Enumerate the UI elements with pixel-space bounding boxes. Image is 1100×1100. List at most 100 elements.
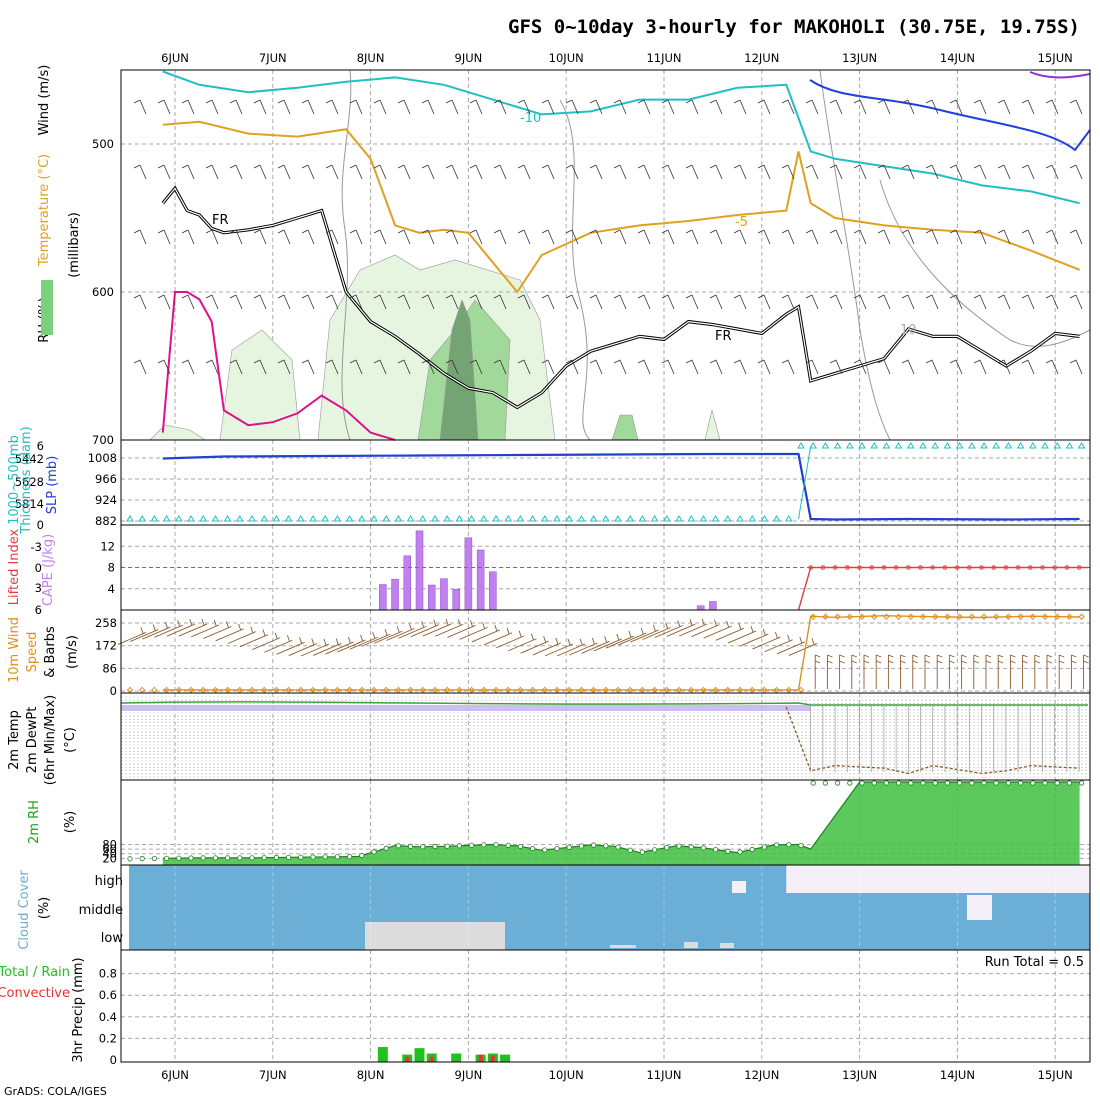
lifted-marker: [979, 565, 984, 570]
wind-barb: [277, 359, 291, 375]
wind-barb: [829, 99, 843, 115]
contour-label: FR: [212, 213, 229, 228]
temp-axis-label: (6hr Min/Max): [43, 695, 58, 785]
grey-contour: [819, 69, 891, 441]
rh-marker: [627, 847, 633, 853]
rh-marker: [932, 780, 938, 786]
wind-barb: [469, 294, 483, 310]
wind-barb: [709, 229, 723, 245]
wind-barb: [397, 359, 411, 375]
thickness-marker: [992, 442, 1001, 449]
wind-speed-marker: [321, 686, 329, 694]
precip-convective-bar: [478, 1054, 483, 1062]
rh-marker: [212, 855, 218, 861]
wind-barb: [410, 619, 439, 638]
rh-marker: [993, 780, 999, 786]
wind-barb: [997, 229, 1011, 245]
wind-barb: [949, 294, 963, 310]
rh-marker: [468, 842, 475, 848]
wind-barb: [205, 164, 219, 180]
rh-marker: [859, 780, 865, 786]
slp-tick-label: 924: [95, 493, 117, 507]
thickness-marker: [906, 442, 915, 449]
rh-legend-swatch: [41, 280, 53, 335]
wind-barb: [557, 638, 586, 657]
wind-barb: [709, 99, 723, 115]
rh-marker: [603, 843, 609, 849]
cloud-axis-label: Cloud Cover: [17, 870, 32, 950]
rh-marker: [615, 844, 621, 850]
lifted-marker: [918, 565, 923, 570]
rh-marker: [249, 855, 255, 861]
bottom-x-axis-ticks: 6JUN 7JUN 8JUN 9JUN 10JUN 11JUN 12JUN 13JUN 14JU…: [161, 1068, 1073, 1082]
rh-tick-label: 20: [102, 851, 117, 865]
panel-frame: [120, 949, 1091, 1063]
isotherm-minus5: [162, 120, 1080, 294]
wind-barb: [589, 164, 603, 180]
wind-speed-marker: [151, 686, 158, 694]
lifted-marker: [1040, 565, 1045, 570]
wind-speed-marker: [968, 613, 976, 620]
lifted-tick-label: -3: [31, 540, 42, 554]
wind-speed-marker: [248, 686, 256, 694]
wind-barb: [764, 634, 793, 653]
thickness-marker: [638, 515, 647, 522]
wind-barb: [181, 294, 195, 310]
thickness-marker: [931, 442, 940, 449]
wind-speed-marker: [382, 686, 390, 694]
wind-barb: [181, 359, 195, 375]
wind-barb: [733, 164, 747, 180]
rh-marker: [151, 855, 157, 862]
rh-marker: [542, 847, 548, 853]
wind-barb: [229, 294, 243, 310]
wind-barb: [740, 628, 769, 647]
wind-speed-marker: [431, 686, 439, 694]
wind-speed-marker: [541, 686, 549, 694]
rh-marker: [1054, 780, 1060, 786]
wind-barb: [520, 636, 549, 654]
temperature-axis-label: Temperature (°C): [37, 154, 52, 267]
thickness-axis-label: 1000~500mb: [7, 435, 22, 525]
wind-barb: [973, 99, 987, 115]
grey-contour: [559, 99, 591, 441]
wind-barb: [288, 638, 317, 657]
wind-barb: [277, 294, 291, 310]
slp-axis-label: SLP (mb): [45, 456, 60, 515]
wind-barb: [829, 359, 843, 375]
rh-marker: [822, 780, 829, 786]
wind-barb: [829, 229, 843, 245]
wind-tick-label: 86: [102, 661, 117, 675]
wind-barb: [661, 99, 675, 115]
bottom-tick-label: 10JUN: [549, 1068, 584, 1082]
wind-barb: [277, 229, 291, 245]
thickness-marker: [272, 515, 281, 522]
wind-barb: [997, 99, 1011, 115]
wind-barb: [814, 654, 821, 689]
rh-marker: [225, 855, 231, 861]
wind-speed-marker: [199, 686, 207, 694]
thickness-marker: [211, 515, 220, 522]
wind-barb: [605, 630, 635, 649]
lifted-marker: [1076, 565, 1082, 570]
rh-marker: [920, 780, 926, 786]
temp-band: [121, 705, 811, 711]
thickness-marker: [772, 515, 781, 522]
rh-marker: [407, 843, 414, 849]
lifted-tick-label: 3: [35, 581, 42, 595]
wind-barb: [496, 630, 525, 649]
rh-marker: [847, 780, 853, 786]
rh-marker: [773, 842, 780, 848]
temp-axis-label: 2m DewPt: [25, 707, 40, 774]
wind-barb: [349, 229, 363, 245]
rh-marker: [383, 845, 389, 851]
cape-tick-label: 4: [108, 582, 115, 596]
precip-convective-bar: [429, 1056, 434, 1062]
wind-barb: [618, 627, 647, 646]
top-x-axis-ticks: 6JUN 7JUN 8JUN 9JUN 10JUN 11JUN 12JUN 13JUN 14JU…: [161, 51, 1073, 65]
cape-bar: [696, 605, 705, 611]
wind-barb: [752, 631, 781, 650]
wind-speed-marker: [334, 686, 341, 694]
wind-barb: [887, 654, 894, 689]
thickness-marker: [967, 442, 976, 449]
